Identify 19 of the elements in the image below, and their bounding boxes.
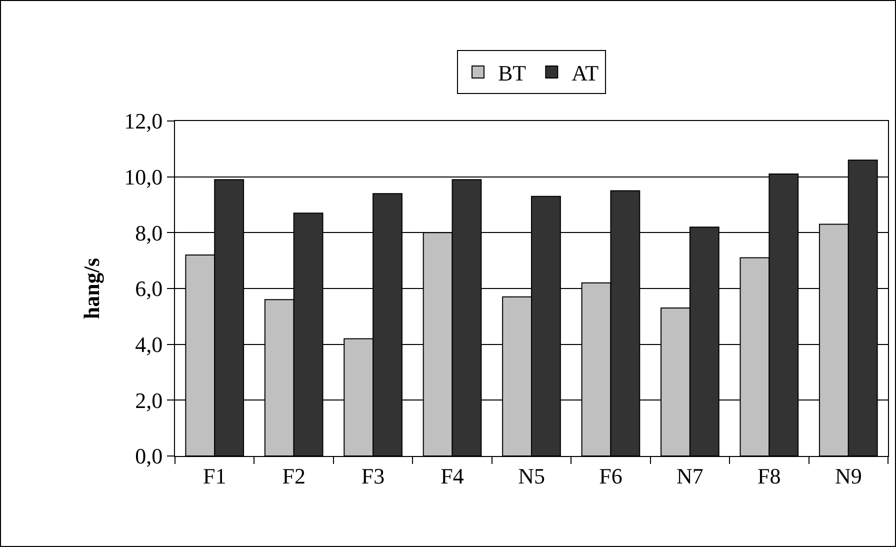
legend-label: BT [498, 60, 527, 86]
x-tick-label: F8 [758, 463, 781, 488]
y-tick-label: 4,0 [135, 332, 163, 358]
x-tick-label: F3 [361, 463, 385, 488]
x-tick-label: F4 [440, 463, 464, 488]
x-tick-label: F6 [599, 463, 622, 488]
x-tick-label: F1 [202, 463, 226, 488]
x-tick-label: N5 [518, 463, 545, 488]
y-tick-label: 8,0 [135, 220, 163, 246]
y-tick-label: 2,0 [135, 388, 163, 413]
y-axis-title: hang/s [78, 257, 104, 320]
y-tick-label: 0,0 [135, 444, 163, 469]
legend-label: AT [572, 60, 600, 86]
x-tick-label: F2 [282, 463, 306, 488]
y-tick-label: 12,0 [124, 108, 163, 134]
x-tick-label: N9 [834, 463, 862, 488]
x-tick-label: N7 [676, 463, 704, 488]
y-tick-label: 10,0 [124, 164, 163, 190]
y-tick-label: 6,0 [135, 276, 163, 302]
